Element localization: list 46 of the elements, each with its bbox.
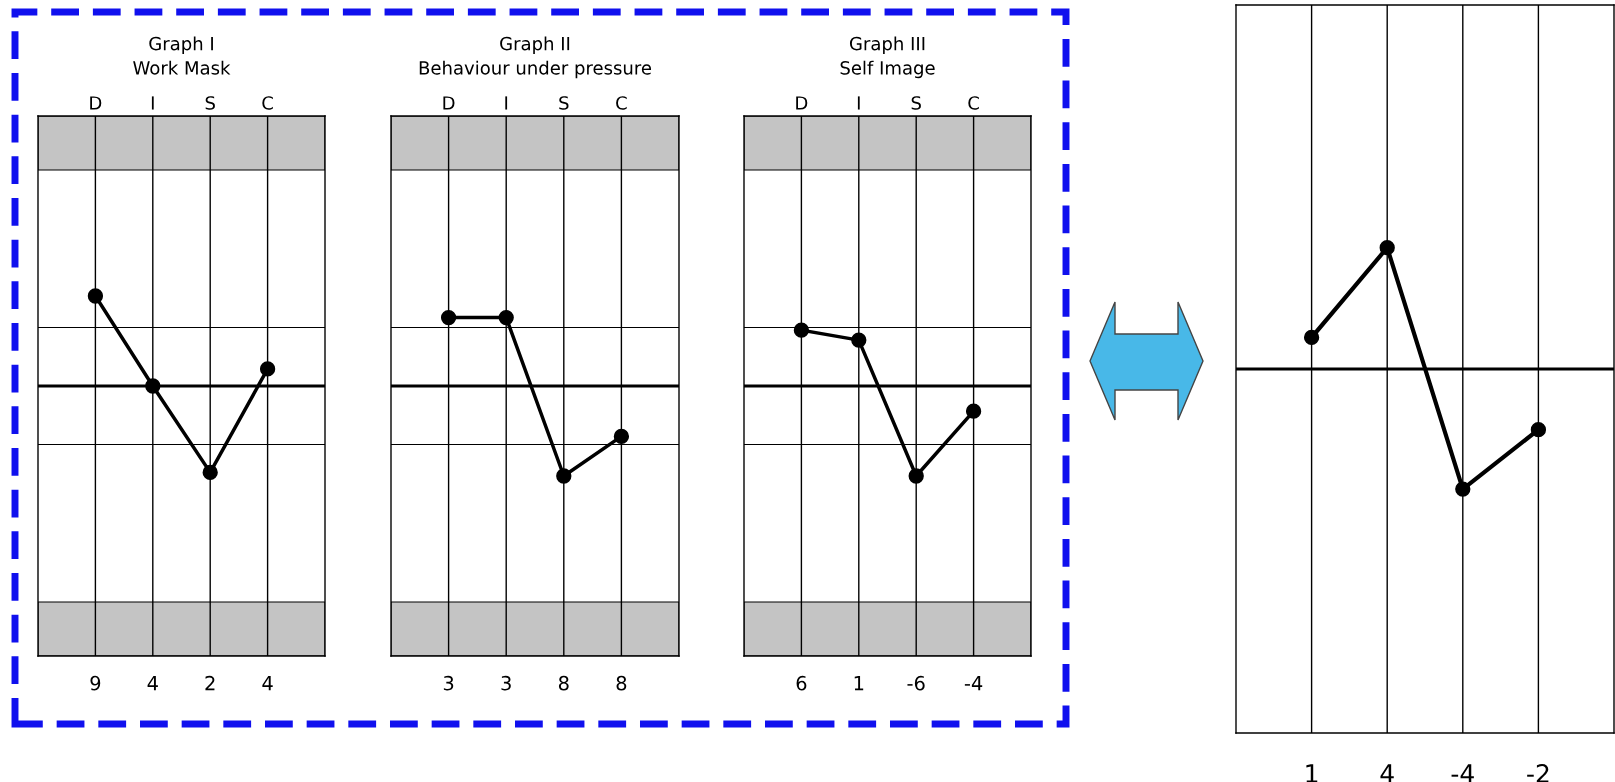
text: C — [262, 96, 273, 110]
point — [1530, 422, 1547, 438]
text: D — [796, 96, 808, 110]
text: D — [90, 96, 102, 110]
point — [202, 464, 218, 481]
text: C — [616, 96, 627, 110]
x-tick-label: 1 — [854, 676, 864, 691]
x-tick-label: -2 — [1527, 764, 1549, 782]
point — [87, 288, 104, 304]
chart-title: Graph II — [500, 36, 570, 54]
text: S — [205, 96, 215, 110]
chart-title: Graph I — [149, 36, 213, 54]
text: D — [443, 96, 455, 110]
x-tick-label: 4 — [1380, 764, 1394, 782]
point — [1379, 240, 1395, 256]
x-tick-label: 6 — [796, 675, 807, 691]
chart-subtitle: Self Image — [840, 60, 935, 79]
x-tick-label: 8 — [616, 675, 627, 691]
x-tick-label: 4 — [147, 676, 158, 691]
x-tick-label: 3 — [443, 675, 454, 691]
text: I — [505, 96, 508, 110]
x-tick-label: 1 — [1306, 764, 1318, 782]
x-tick-label: -6 — [907, 675, 925, 691]
chart-title: Graph III — [849, 36, 925, 54]
text: C — [968, 96, 979, 110]
x-tick-label: 2 — [205, 675, 215, 691]
point — [1455, 481, 1471, 497]
point — [965, 403, 982, 419]
chart-subtitle: Work Mask — [133, 60, 231, 75]
point — [908, 468, 924, 484]
x-tick-label: 4 — [262, 676, 273, 691]
text: S — [911, 96, 921, 110]
chart-subtitle: Behaviour under pressure — [419, 60, 652, 79]
x-tick-label: 3 — [501, 675, 511, 691]
text: S — [559, 96, 569, 110]
point — [259, 361, 276, 377]
point — [145, 378, 161, 394]
point — [793, 322, 810, 338]
x-tick-label: 8 — [558, 675, 569, 691]
point — [851, 332, 867, 348]
text: I — [151, 96, 154, 110]
text: I — [857, 96, 860, 110]
point — [1303, 329, 1320, 346]
x-tick-label: -4 — [1451, 764, 1474, 782]
x-tick-label: 9 — [90, 675, 101, 691]
x-tick-label: -4 — [964, 676, 983, 691]
